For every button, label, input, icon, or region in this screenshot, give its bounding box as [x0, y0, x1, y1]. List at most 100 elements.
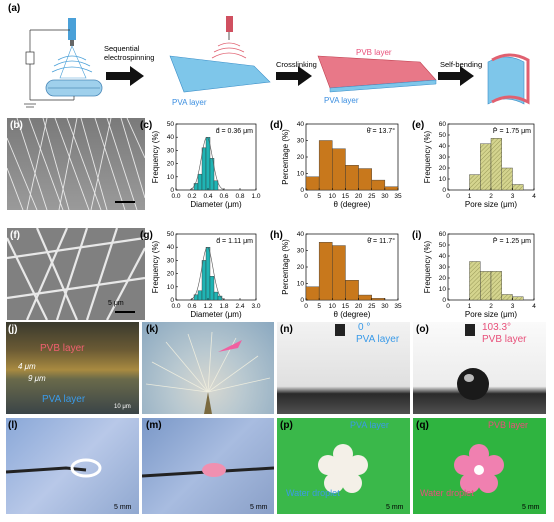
m-scalebar: 5 mm	[250, 504, 268, 511]
ytick-c-0: 0	[170, 187, 174, 194]
ytick-h-2: 20	[297, 264, 305, 271]
panel-label-p: (p)	[280, 420, 293, 431]
xtick-c-1: 0.2	[187, 193, 196, 200]
xtick-d-5: 25	[368, 193, 376, 200]
bar-c-0	[193, 183, 199, 191]
ytick-e-0: 0	[442, 187, 446, 194]
xtick-h-3: 15	[342, 303, 350, 310]
xtick-h-2: 10	[329, 303, 337, 310]
bar-h-1	[318, 242, 333, 301]
photo-j	[6, 322, 139, 414]
annotation-d: θ̄ = 13.7°	[367, 127, 395, 135]
bar-g-5	[213, 291, 219, 301]
j-pvb-label: PVB layer	[40, 343, 85, 354]
bar-h-0	[305, 286, 320, 301]
ytick-g-5: 50	[167, 231, 175, 238]
photo-q	[413, 418, 546, 514]
o-layer: PVB layer	[482, 334, 527, 345]
j-pva-label: PVA layer	[42, 394, 86, 405]
fit-curve-c	[189, 136, 224, 190]
ytick-g-3: 30	[167, 257, 175, 264]
ytick-e-5: 50	[439, 132, 447, 139]
ytick-h-4: 40	[297, 231, 305, 238]
xtick-c-4: 0.8	[235, 193, 244, 200]
fit-curve-g	[190, 246, 225, 300]
bar-i-3	[501, 294, 513, 301]
photo-o	[413, 322, 546, 414]
xtick-i-1: 1	[468, 303, 472, 310]
bar-h-4	[358, 294, 372, 301]
ytick-g-0: 0	[170, 297, 174, 304]
arrow-3	[438, 66, 474, 86]
bar-i-2	[490, 271, 502, 301]
bar-h-3	[345, 280, 359, 301]
ytick-d-4: 40	[297, 121, 305, 128]
panel-label-o: (o)	[416, 324, 429, 335]
bar-e-3	[501, 167, 513, 191]
pvb-layer-label-1: PVB layer	[356, 48, 392, 57]
bar-c-3	[205, 136, 211, 191]
ylabel-d: Percentage (%)	[281, 129, 290, 185]
xtick-g-5: 3.0	[251, 303, 260, 310]
arrow-2	[276, 66, 312, 86]
chart-label-c: (c)	[140, 120, 152, 131]
xtick-i-2: 2	[489, 303, 493, 310]
ytick-h-0: 0	[300, 297, 304, 304]
xtick-g-1: 0.6	[187, 303, 196, 310]
q-layer: PVB layer	[488, 420, 529, 430]
q-droplet: Water droplet	[420, 488, 474, 498]
xlabel-i: Pore size (μm)	[465, 310, 518, 319]
bar-h-2	[332, 245, 346, 301]
chart-label-g: (g)	[140, 230, 153, 241]
ytick-d-0: 0	[300, 187, 304, 194]
ytick-e-1: 10	[439, 176, 447, 183]
bar-d-0	[305, 176, 320, 191]
xtick-e-0: 0	[446, 193, 450, 200]
step-label-3: Self-bending	[440, 60, 483, 69]
schematic-row-a	[24, 16, 530, 108]
panel-label-f: (f)	[10, 230, 20, 241]
xtick-d-4: 20	[355, 193, 363, 200]
ytick-i-5: 50	[439, 242, 447, 249]
bar-d-6	[384, 186, 399, 191]
ylabel-e: Frequency (%)	[423, 130, 432, 183]
ytick-d-3: 30	[297, 138, 305, 145]
o-angle: 103.3°	[482, 322, 512, 333]
photo-m	[142, 418, 274, 514]
photo-l	[6, 418, 139, 514]
xlabel-d: θ (degree)	[334, 200, 371, 209]
p-scalebar: 5 mm	[386, 504, 404, 511]
xtick-c-2: 0.4	[203, 193, 212, 200]
j-scalebar: 10 μm	[114, 404, 131, 410]
bar-h-5	[371, 298, 386, 301]
bar-e-4	[512, 184, 524, 191]
panel-label-j: (j)	[8, 324, 18, 335]
ytick-i-4: 40	[439, 253, 447, 260]
panel-label-b: (b)	[10, 120, 23, 131]
bar-g-1	[197, 290, 203, 301]
bar-d-4	[358, 168, 372, 191]
ytick-i-6: 60	[439, 231, 447, 238]
bar-c-5	[213, 180, 219, 191]
crosslink-needle	[211, 16, 247, 59]
xtick-h-4: 20	[355, 303, 363, 310]
p-layer: PVA layer	[350, 420, 389, 430]
ytick-e-6: 60	[439, 121, 447, 128]
bar-d-2	[332, 148, 346, 191]
bar-e-1	[480, 143, 492, 191]
l-scalebar: 5 mm	[114, 504, 132, 511]
bar-e-2	[490, 138, 502, 191]
xlabel-g: Diameter (μm)	[190, 310, 242, 319]
ylabel-c: Frequency (%)	[151, 130, 160, 183]
ylabel-g: Frequency (%)	[151, 240, 160, 293]
xtick-d-7: 35	[394, 193, 402, 200]
scalebar-f: 5 μm	[108, 300, 124, 307]
electrospinning-apparatus	[24, 18, 103, 108]
chart-label-i: (i)	[412, 230, 421, 241]
bar-d-1	[318, 140, 333, 191]
xtick-e-1: 1	[468, 193, 472, 200]
ytick-c-2: 20	[167, 161, 175, 168]
histogram-charts: (c)0.0 0.2 0.4 0.6 0.8 1.001020304050Diameter…	[140, 120, 536, 319]
xtick-c-3: 0.6	[219, 193, 228, 200]
ytick-i-2: 20	[439, 275, 447, 282]
